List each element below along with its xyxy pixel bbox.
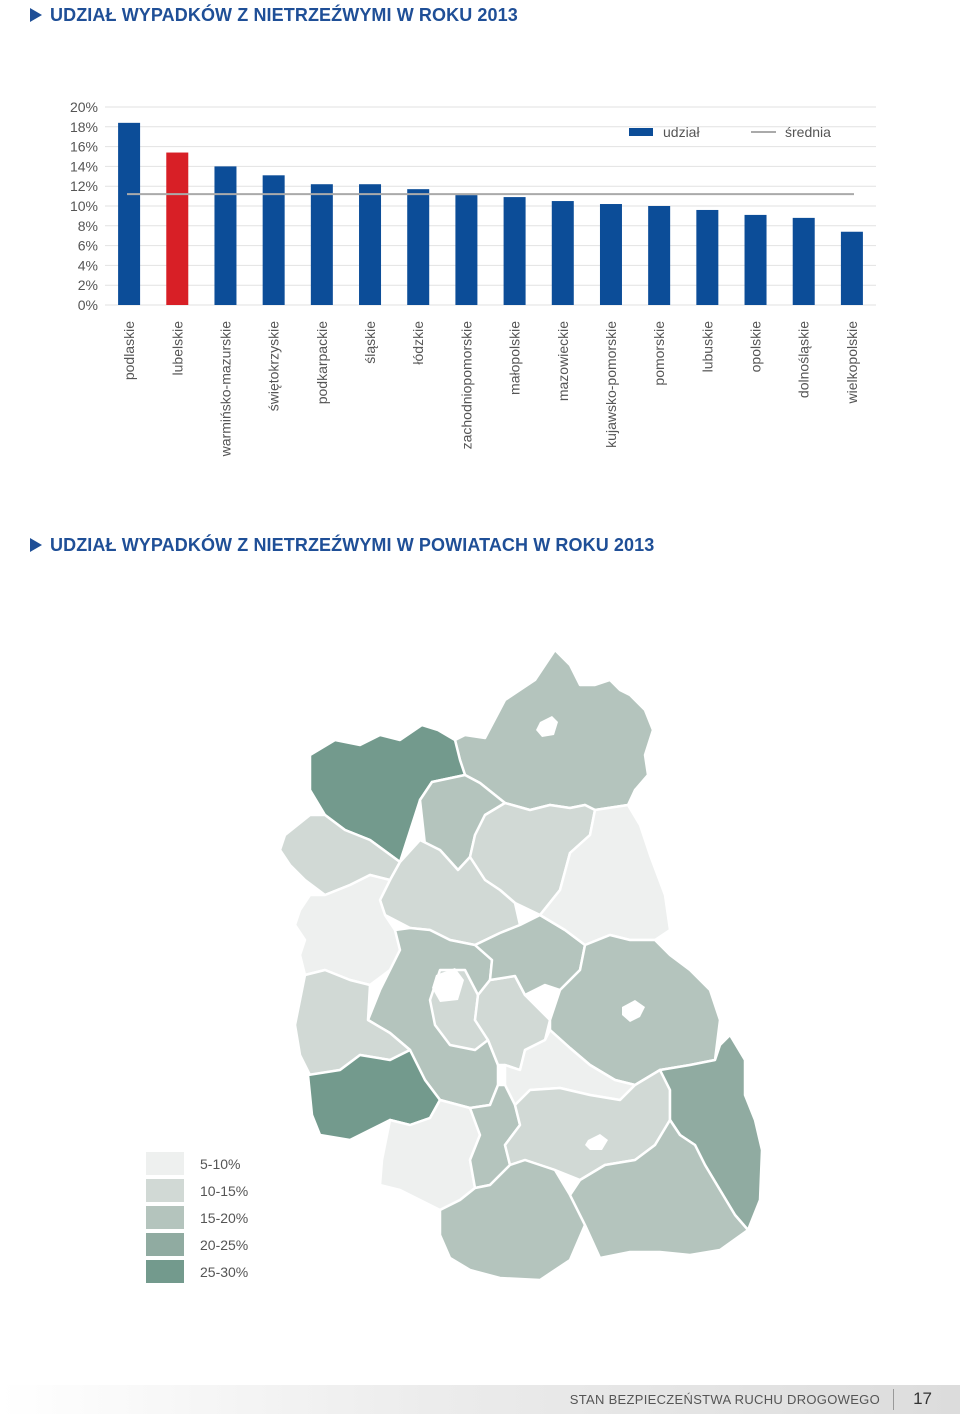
page-footer: STAN BEZPIECZEŃSTWA RUCHU DROGOWEGO 17	[0, 1385, 960, 1414]
map-city-enclave	[536, 716, 558, 737]
bar-14	[792, 217, 815, 305]
y-tick-label: 20%	[70, 99, 98, 115]
x-tick-label: świętokrzyskie	[266, 321, 282, 411]
bar-0	[118, 122, 141, 305]
map-city-enclave	[432, 968, 464, 1002]
y-tick-label: 4%	[78, 257, 98, 273]
y-tick-label: 16%	[70, 139, 98, 155]
bar-8	[503, 197, 526, 305]
x-tick-label: podlaskie	[121, 321, 137, 380]
map-city-enclave	[585, 1134, 608, 1150]
bar-12	[696, 209, 719, 305]
y-tick-label: 14%	[70, 158, 98, 174]
x-tick-label: kujawsko-pomorskie	[603, 321, 619, 448]
y-axis: 0% 2% 4% 6% 8% 10% 12% 14% 16% 18% 20%	[70, 99, 98, 313]
legend-bar-swatch	[629, 128, 653, 136]
footer-text: STAN BEZPIECZEŃSTWA RUCHU DROGOWEGO	[569, 1392, 880, 1407]
triangle-bullet-icon	[30, 538, 42, 552]
legend-bar-label: udział	[663, 124, 700, 140]
y-tick-label: 2%	[78, 277, 98, 293]
bar-series	[118, 122, 863, 305]
bar-3	[262, 175, 285, 305]
bar-9	[551, 201, 574, 305]
bar-6	[407, 189, 430, 305]
x-tick-label: wielkopolskie	[844, 321, 860, 405]
x-tick-label: lubuskie	[699, 321, 715, 373]
x-tick-label: dolnośląskie	[796, 321, 812, 398]
x-axis: podlaskie lubelskie warmińsko-mazurskie świ…	[121, 321, 860, 458]
legend-swatch	[146, 1233, 184, 1256]
legend-swatch	[146, 1206, 184, 1229]
x-tick-label: małopolskie	[507, 321, 523, 395]
y-tick-label: 0%	[78, 297, 98, 313]
y-tick-label: 8%	[78, 218, 98, 234]
map-region	[293, 873, 402, 987]
bar-7	[455, 195, 478, 305]
county-map	[278, 648, 764, 1282]
x-tick-label: pomorskie	[651, 321, 667, 386]
legend-line-label: średnia	[785, 124, 831, 140]
x-tick-label: lubelskie	[169, 321, 185, 376]
legend-label: 15-20%	[200, 1210, 249, 1226]
map-city-enclave	[622, 1000, 645, 1022]
x-tick-label: warmińsko-mazurskie	[217, 321, 233, 458]
bar-1	[166, 152, 189, 305]
chart-title: UDZIAŁ WYPADKÓW Z NIETRZEŹWYMI W ROKU 20…	[30, 5, 518, 26]
x-tick-label: opolskie	[748, 321, 764, 373]
x-tick-label: mazowieckie	[555, 321, 571, 401]
legend-swatch	[146, 1260, 184, 1283]
bar-10	[599, 204, 622, 305]
bar-chart: 0% 2% 4% 6% 8% 10% 12% 14% 16% 18% 20% podlaskie lu…	[70, 99, 876, 458]
legend-swatch	[146, 1179, 184, 1202]
y-tick-label: 6%	[78, 238, 98, 254]
bar-2	[214, 166, 237, 305]
bar-15	[840, 231, 863, 305]
x-tick-label: śląskie	[362, 321, 378, 364]
legend-label: 20-25%	[200, 1237, 249, 1253]
y-tick-label: 12%	[70, 178, 98, 194]
legend-swatch	[146, 1152, 184, 1175]
x-tick-label: łódzkie	[410, 321, 426, 365]
chart-legend: udział średnia	[629, 124, 831, 140]
map-title: UDZIAŁ WYPADKÓW Z NIETRZEŹWYMI W POWIATA…	[30, 535, 654, 556]
footer-divider	[893, 1389, 894, 1410]
map-region	[438, 1158, 587, 1282]
legend-label: 5-10%	[200, 1156, 241, 1172]
y-tick-label: 10%	[70, 198, 98, 214]
x-tick-label: podkarpackie	[314, 321, 330, 404]
map-region	[568, 1118, 750, 1260]
bar-11	[648, 206, 671, 305]
x-tick-label: zachodniopomorskie	[458, 321, 474, 450]
bar-4	[310, 184, 333, 305]
page-number: 17	[913, 1389, 932, 1408]
triangle-bullet-icon	[30, 8, 42, 22]
legend-label: 10-15%	[200, 1183, 249, 1199]
legend-label: 25-30%	[200, 1264, 249, 1280]
bar-13	[744, 214, 767, 305]
bar-5	[359, 184, 382, 305]
y-tick-label: 18%	[70, 119, 98, 135]
